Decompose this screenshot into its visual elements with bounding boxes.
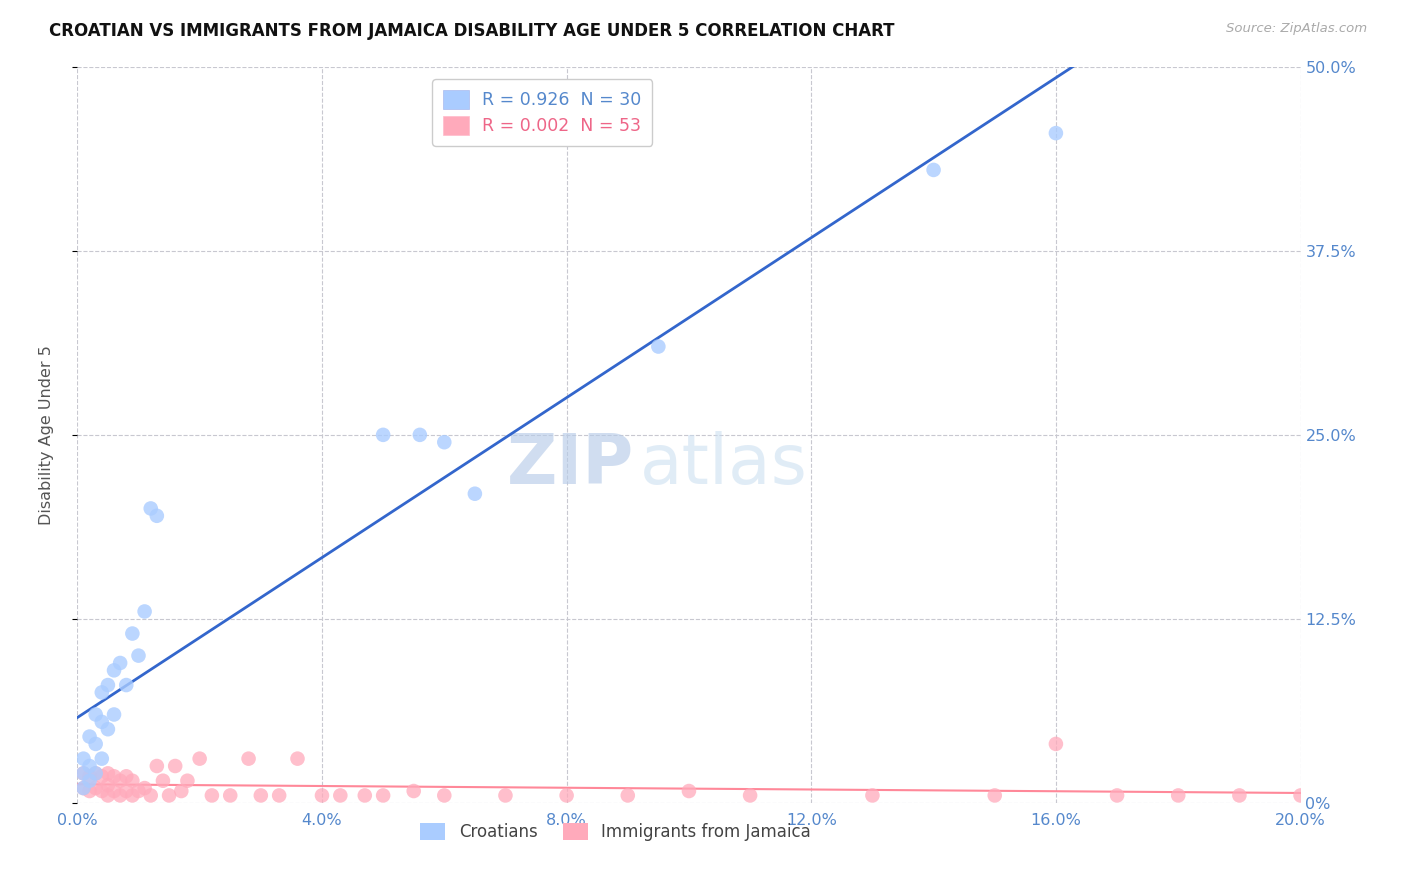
Point — [371, 789, 394, 803]
Point — [97, 778, 120, 792]
Text: Source: ZipAtlas.com: Source: ZipAtlas.com — [1226, 22, 1367, 36]
Point — [371, 427, 394, 442]
Point — [219, 789, 242, 803]
Point — [103, 707, 125, 722]
Point — [269, 789, 291, 803]
Point — [108, 773, 131, 788]
Y-axis label: Disability Age Under 5: Disability Age Under 5 — [39, 345, 53, 524]
Legend: Croatians, Immigrants from Jamaica: Croatians, Immigrants from Jamaica — [413, 816, 817, 847]
Point — [127, 648, 149, 663]
Point — [79, 759, 101, 773]
Point — [90, 784, 112, 798]
Point — [103, 664, 125, 678]
Point — [79, 769, 101, 783]
Point — [353, 789, 375, 803]
Point — [433, 435, 456, 450]
Point — [1229, 789, 1251, 803]
Point — [170, 784, 193, 798]
Point — [127, 784, 149, 798]
Point — [647, 340, 669, 354]
Text: atlas: atlas — [640, 431, 808, 498]
Point — [79, 784, 101, 798]
Text: CROATIAN VS IMMIGRANTS FROM JAMAICA DISABILITY AGE UNDER 5 CORRELATION CHART: CROATIAN VS IMMIGRANTS FROM JAMAICA DISA… — [49, 22, 894, 40]
Point — [617, 789, 640, 803]
Point — [79, 730, 101, 744]
Point — [84, 766, 107, 780]
Point — [72, 781, 94, 796]
Point — [134, 781, 156, 796]
Point — [402, 784, 425, 798]
Point — [121, 789, 143, 803]
Point — [201, 789, 224, 803]
Point — [176, 773, 198, 788]
Point — [103, 784, 125, 798]
Point — [115, 784, 138, 798]
Point — [329, 789, 352, 803]
Point — [146, 508, 169, 523]
Point — [115, 678, 138, 692]
Point — [238, 751, 260, 765]
Point — [152, 773, 174, 788]
Point — [139, 789, 162, 803]
Point — [134, 605, 156, 619]
Point — [409, 427, 432, 442]
Point — [495, 789, 517, 803]
Point — [287, 751, 309, 765]
Point — [84, 766, 107, 780]
Point — [97, 766, 120, 780]
Point — [72, 766, 94, 780]
Point — [108, 789, 131, 803]
Point — [72, 781, 94, 796]
Point — [1045, 737, 1067, 751]
Point — [165, 759, 187, 773]
Point — [97, 678, 120, 692]
Point — [139, 501, 162, 516]
Point — [188, 751, 211, 765]
Point — [72, 751, 94, 765]
Point — [90, 751, 112, 765]
Point — [433, 789, 456, 803]
Point — [862, 789, 884, 803]
Point — [84, 707, 107, 722]
Point — [72, 766, 94, 780]
Point — [84, 781, 107, 796]
Point — [1107, 789, 1129, 803]
Point — [97, 789, 120, 803]
Point — [90, 769, 112, 783]
Point — [103, 769, 125, 783]
Point — [90, 685, 112, 699]
Point — [1289, 789, 1312, 803]
Point — [678, 784, 700, 798]
Point — [79, 773, 101, 788]
Text: ZIP: ZIP — [506, 431, 634, 498]
Point — [555, 789, 578, 803]
Point — [740, 789, 762, 803]
Point — [1167, 789, 1189, 803]
Point — [922, 163, 945, 178]
Point — [84, 737, 107, 751]
Point — [984, 789, 1007, 803]
Point — [311, 789, 333, 803]
Point — [97, 723, 120, 737]
Point — [464, 487, 486, 501]
Point — [108, 656, 131, 670]
Point — [1045, 126, 1067, 140]
Point — [90, 714, 112, 729]
Point — [121, 773, 143, 788]
Point — [146, 759, 169, 773]
Point — [250, 789, 273, 803]
Point — [115, 769, 138, 783]
Point — [157, 789, 180, 803]
Point — [121, 626, 143, 640]
